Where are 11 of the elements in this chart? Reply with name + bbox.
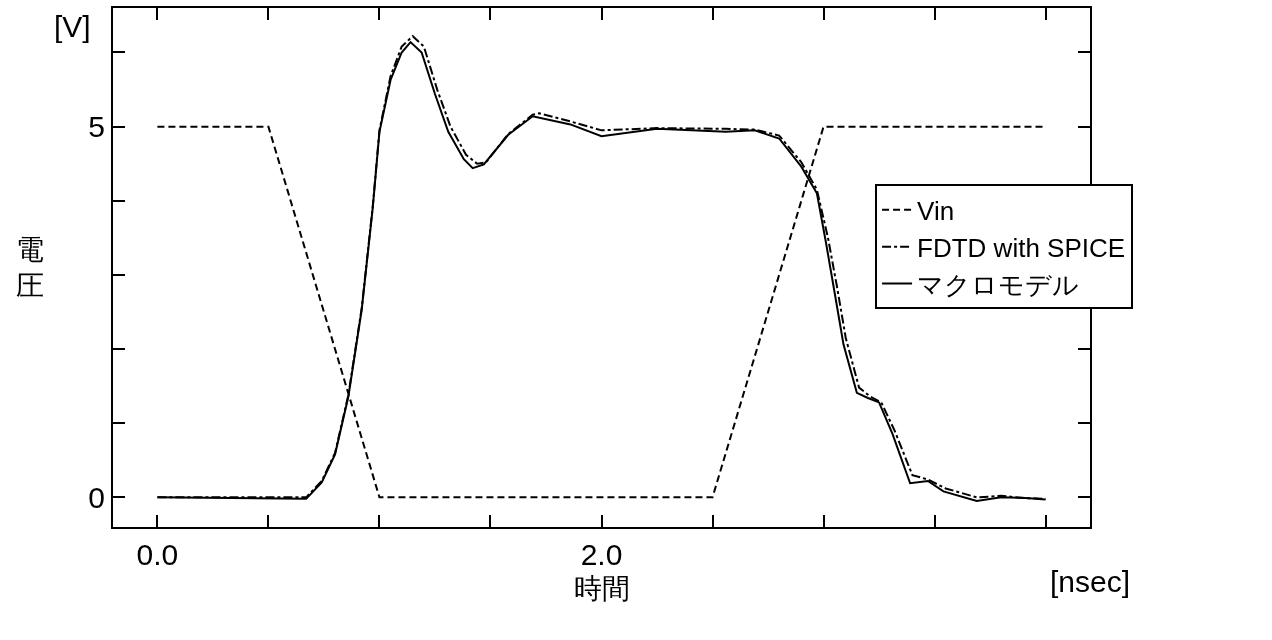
text: [V] xyxy=(54,10,91,43)
text: [nsec] xyxy=(1050,565,1131,598)
x-axis-title: 時間 xyxy=(573,571,630,605)
y-tick-label: 5 xyxy=(88,110,105,144)
y-axis-title: 電圧 xyxy=(16,233,44,303)
legend-label: マクロモデル xyxy=(917,269,1080,300)
x-tick-label: 0.0 xyxy=(136,538,179,571)
legend-label: FDTD with SPICE xyxy=(917,232,1126,263)
y-tick-label: 0 xyxy=(88,480,105,514)
legend-label: Vin xyxy=(917,196,955,226)
x-tick-label: 2.0 xyxy=(580,538,623,571)
